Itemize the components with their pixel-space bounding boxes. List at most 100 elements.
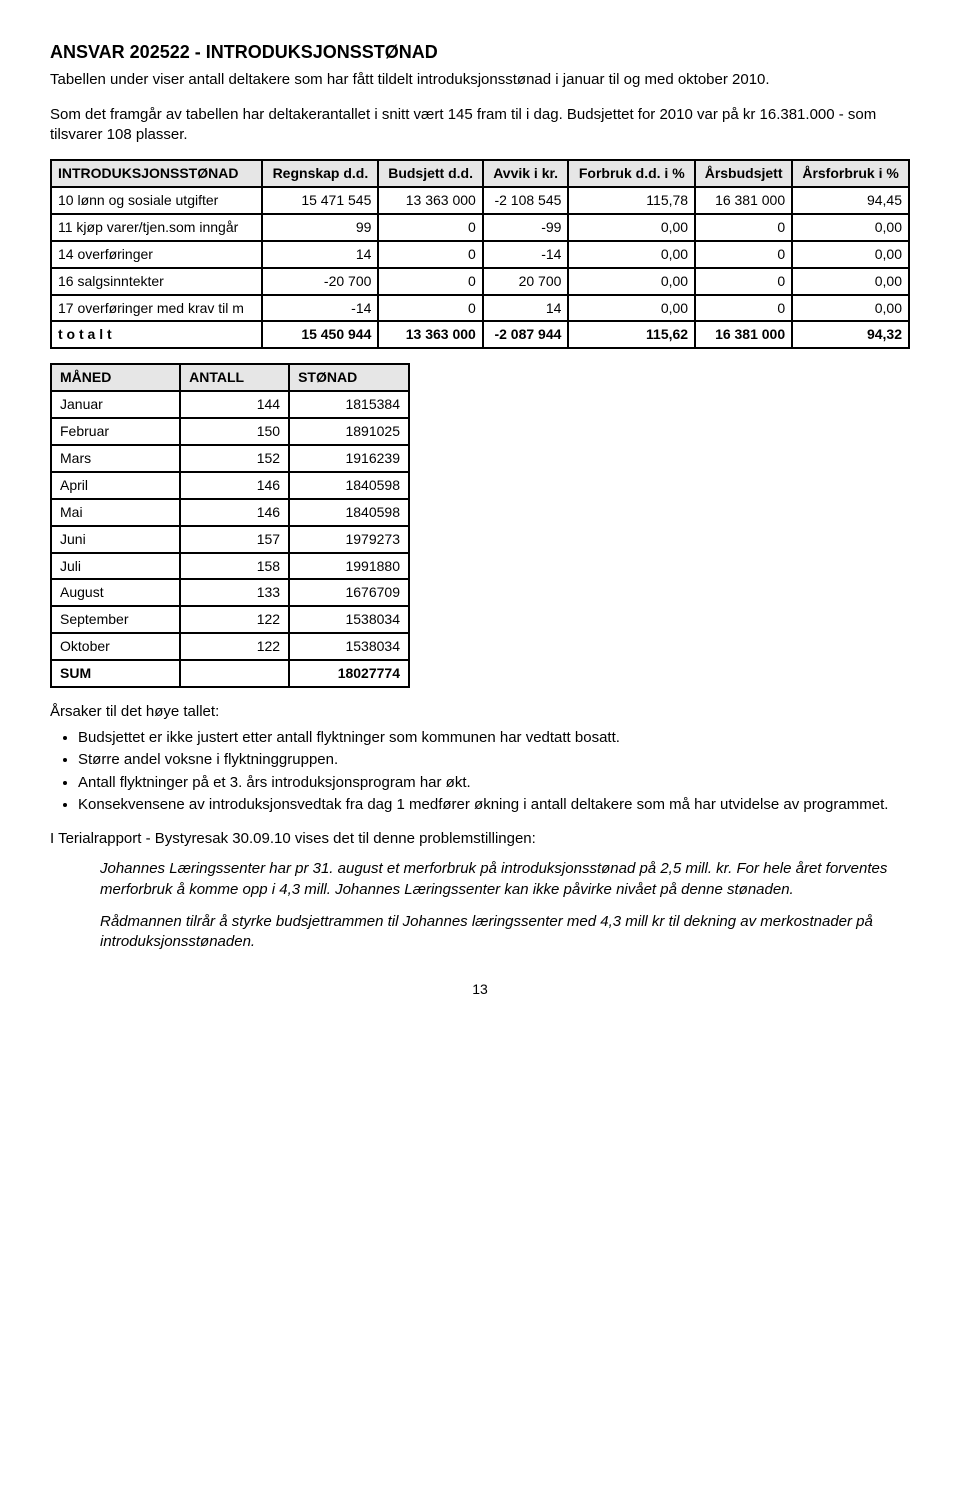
col-header: ANTALL [180,364,289,391]
quote-paragraph-2: Rådmannen tilrår å styrke budsjettrammen… [100,912,910,953]
month-label: August [51,579,180,606]
cell-value: 14 [262,241,378,268]
cell-value: 20 700 [483,268,569,295]
month-value: 1891025 [289,418,409,445]
cell-value: -20 700 [262,268,378,295]
month-label: Juni [51,526,180,553]
month-value: 1991880 [289,553,409,580]
intro-paragraph-2: Som det framgår av tabellen har deltaker… [50,105,910,146]
cell-value: 0,00 [568,295,695,322]
main-table-body: 10 lønn og sosiale utgifter15 471 54513 … [51,187,909,348]
month-value: 1538034 [289,606,409,633]
month-label: Oktober [51,633,180,660]
month-value: 1815384 [289,391,409,418]
month-value: 1979273 [289,526,409,553]
page-heading: ANSVAR 202522 - INTRODUKSJONSSTØNAD [50,40,910,64]
total-value: 94,32 [792,321,909,348]
month-label: Februar [51,418,180,445]
col-header: Forbruk d.d. i % [568,160,695,187]
sum-label: SUM [51,660,180,687]
sum-value [180,660,289,687]
cell-value: 0,00 [568,241,695,268]
month-label: April [51,472,180,499]
total-value: 13 363 000 [378,321,482,348]
month-value: 1538034 [289,633,409,660]
month-value: 157 [180,526,289,553]
col-header: Årsbudsjett [695,160,792,187]
month-label: Juli [51,553,180,580]
cell-value: 0,00 [792,295,909,322]
causes-heading: Årsaker til det høye tallet: [50,702,910,722]
cell-value: 0,00 [568,214,695,241]
month-value: 1676709 [289,579,409,606]
month-value: 1916239 [289,445,409,472]
row-label: 16 salgsinntekter [51,268,262,295]
quote-paragraph-1: Johannes Læringssenter har pr 31. august… [100,859,910,900]
month-value: 158 [180,553,289,580]
cause-item: Antall flyktninger på et 3. års introduk… [78,773,910,793]
month-value: 133 [180,579,289,606]
cell-value: 14 [483,295,569,322]
total-label: t o t a l t [51,321,262,348]
col-header: Avvik i kr. [483,160,569,187]
month-value: 122 [180,606,289,633]
month-label: September [51,606,180,633]
cell-value: 94,45 [792,187,909,214]
cell-value: 0 [695,214,792,241]
row-label: 17 overføringer med krav til m [51,295,262,322]
cell-value: 0,00 [792,241,909,268]
cell-value: 13 363 000 [378,187,482,214]
cause-item: Større andel voksne i flyktninggruppen. [78,750,910,770]
month-label: Mars [51,445,180,472]
cell-value: -14 [262,295,378,322]
cause-item: Budsjettet er ikke justert etter antall … [78,728,910,748]
total-value: 115,62 [568,321,695,348]
main-budget-table: INTRODUKSJONSSTØNAD Regnskap d.d. Budsje… [50,159,910,349]
month-value: 146 [180,472,289,499]
col-header: Årsforbruk i % [792,160,909,187]
month-value: 144 [180,391,289,418]
cell-value: -2 108 545 [483,187,569,214]
cell-value: 15 471 545 [262,187,378,214]
cell-value: 99 [262,214,378,241]
row-label: 14 overføringer [51,241,262,268]
total-value: 16 381 000 [695,321,792,348]
month-label: Mai [51,499,180,526]
cell-value: 0 [695,241,792,268]
cell-value: -14 [483,241,569,268]
col-header: STØNAD [289,364,409,391]
cell-value: 0 [378,295,482,322]
row-label: 10 lønn og sosiale utgifter [51,187,262,214]
cell-value: 0 [695,268,792,295]
cell-value: 0,00 [568,268,695,295]
cell-value: 0 [378,214,482,241]
month-label: Januar [51,391,180,418]
total-value: 15 450 944 [262,321,378,348]
col-header: INTRODUKSJONSSTØNAD [51,160,262,187]
col-header: Budsjett d.d. [378,160,482,187]
month-value: 152 [180,445,289,472]
row-label: 11 kjøp varer/tjen.som inngår [51,214,262,241]
cell-value: 0 [695,295,792,322]
cell-value: 0 [378,241,482,268]
cell-value: 16 381 000 [695,187,792,214]
cell-value: 115,78 [568,187,695,214]
page-number: 13 [50,980,910,999]
total-value: -2 087 944 [483,321,569,348]
cell-value: 0 [378,268,482,295]
month-value: 146 [180,499,289,526]
intro-paragraph-1: Tabellen under viser antall deltakere so… [50,70,910,90]
cell-value: -99 [483,214,569,241]
cell-value: 0,00 [792,268,909,295]
cause-item: Konsekvensene av introduksjonsvedtak fra… [78,795,910,815]
terial-line: I Terialrapport - Bystyresak 30.09.10 vi… [50,829,910,849]
month-value: 150 [180,418,289,445]
month-table: MÅNED ANTALL STØNAD Januar1441815384 Febr… [50,363,410,688]
month-table-body: Januar1441815384 Februar1501891025 Mars152… [51,391,409,687]
col-header: Regnskap d.d. [262,160,378,187]
col-header: MÅNED [51,364,180,391]
month-value: 122 [180,633,289,660]
cell-value: 0,00 [792,214,909,241]
sum-value: 18027774 [289,660,409,687]
month-value: 1840598 [289,472,409,499]
